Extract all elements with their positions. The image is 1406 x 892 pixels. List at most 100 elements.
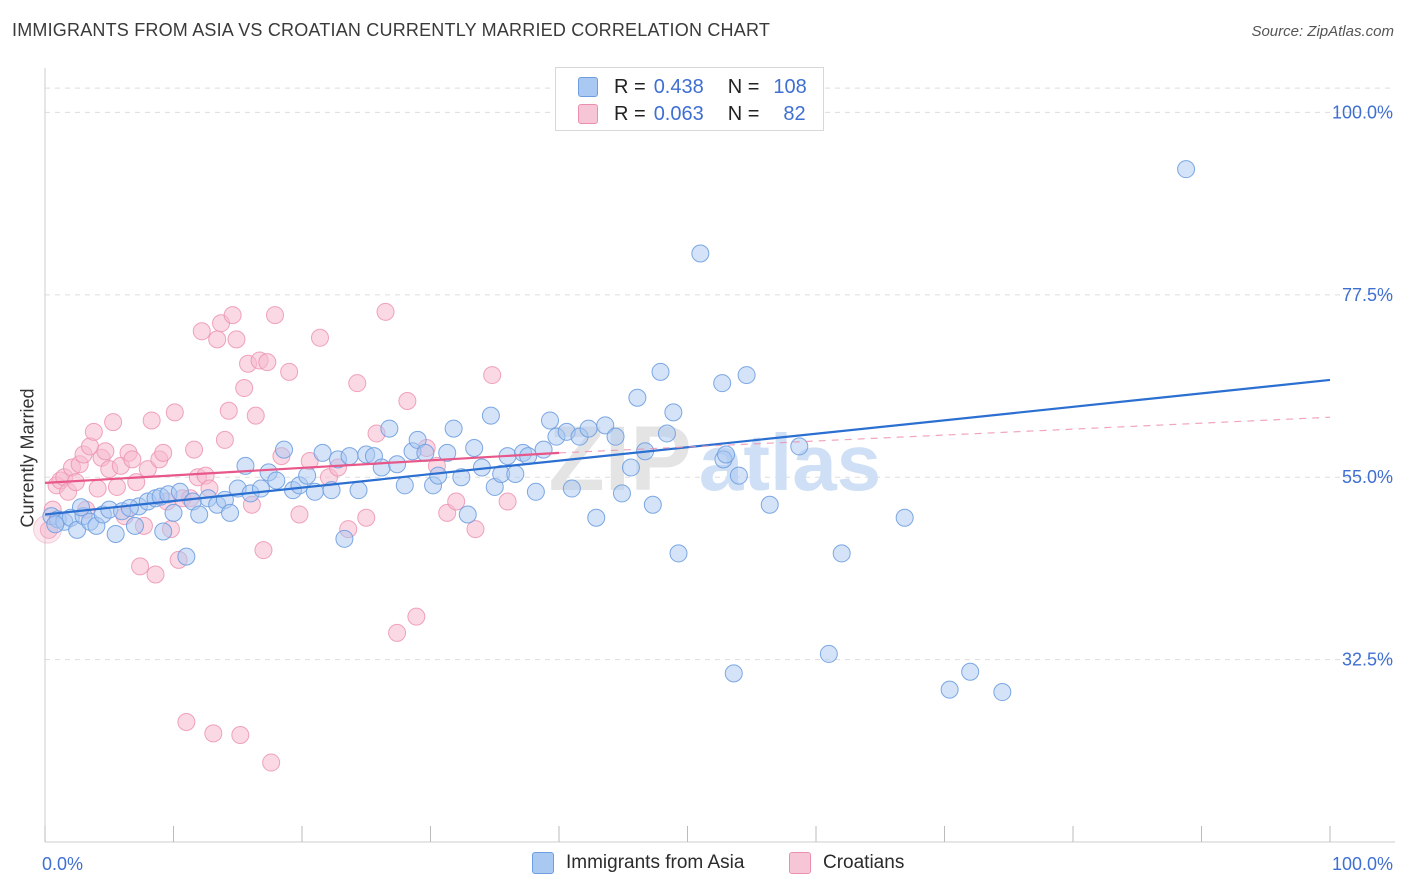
croatians-point: [227, 330, 246, 349]
asia-point: [579, 419, 598, 438]
asia-point: [724, 664, 743, 683]
asia-point: [395, 476, 414, 495]
legend-n-label: N =: [727, 102, 760, 125]
asia-point: [541, 411, 560, 430]
croatians-point: [96, 442, 115, 461]
croatians-trend-extension: [558, 416, 1331, 454]
croatians-point: [154, 443, 173, 462]
croatians-point: [398, 392, 417, 411]
asia-point: [651, 362, 670, 381]
legend-swatch-croatians-bottom: [789, 852, 811, 874]
croatians-point: [246, 406, 265, 425]
legend-n-label: N =: [727, 75, 760, 98]
x-tick-label: 0.0%: [42, 854, 83, 874]
croatians-point: [131, 557, 150, 576]
y-tick-label: 77.5%: [1342, 285, 1393, 305]
croatians-point: [204, 724, 223, 743]
legend-r-value: 0.438: [653, 75, 704, 98]
series-legend: Immigrants from Asia Croatians: [0, 852, 1406, 878]
croatians-point: [498, 492, 517, 511]
asia-point: [664, 403, 683, 422]
asia-point: [190, 505, 209, 524]
asia-point: [993, 683, 1012, 702]
legend-row-asia: R = 0.438 N = 108: [578, 74, 807, 100]
asia-point: [452, 468, 471, 487]
croatians-point: [107, 477, 126, 496]
croatians-point: [123, 450, 142, 469]
asia-point: [526, 482, 545, 501]
source-label: Source: ZipAtlas.com: [1251, 23, 1394, 40]
asia-point: [267, 471, 286, 490]
asia-point: [125, 516, 144, 535]
asia-point: [164, 503, 183, 522]
legend-n-value: 108: [773, 75, 807, 98]
asia-point: [819, 644, 838, 663]
asia-point: [621, 458, 640, 477]
asia-point: [643, 495, 662, 514]
asia-point: [612, 484, 631, 503]
asia-point: [388, 455, 407, 474]
croatians-point: [231, 725, 250, 744]
asia-point: [961, 662, 980, 681]
croatians-point: [104, 413, 123, 432]
asia-point: [465, 439, 484, 458]
tick-labels: 100.0% 77.5% 55.0% 32.5% 0.0% 100.0%: [42, 102, 1393, 874]
asia-point: [416, 443, 435, 462]
croatians-points: [33, 302, 517, 772]
asia-point: [438, 443, 457, 462]
asia-point: [481, 406, 500, 425]
croatians-point: [357, 508, 376, 527]
legend-r-label: R =: [614, 75, 646, 98]
y-tick-label: 55.0%: [1342, 467, 1393, 487]
asia-point: [790, 437, 809, 456]
asia-point: [657, 424, 676, 443]
legend-row-croatians: R = 0.063 N = 82: [578, 101, 806, 127]
asia-point: [106, 524, 125, 543]
croatians-point: [280, 362, 299, 381]
asia-point: [760, 495, 779, 514]
legend-label-asia: Immigrants from Asia: [566, 852, 745, 873]
asia-point: [71, 498, 90, 517]
croatians-point: [466, 520, 485, 539]
legend-r-label: R =: [614, 102, 646, 125]
asia-point: [154, 522, 173, 541]
croatians-point: [310, 328, 329, 347]
croatians-point: [266, 306, 285, 325]
trend-lines: [44, 378, 1331, 516]
croatians-point: [290, 505, 309, 524]
croatians-point: [208, 330, 227, 349]
croatians-point: [215, 430, 234, 449]
asia-point: [562, 479, 581, 498]
asia-point: [895, 508, 914, 527]
croatians-point: [192, 322, 211, 341]
asia-point: [628, 388, 647, 407]
legend-swatch-asia-bottom: [532, 852, 554, 874]
asia-point: [120, 499, 139, 518]
croatians-point: [483, 366, 502, 385]
asia-point: [221, 503, 240, 522]
croatians-point: [185, 440, 204, 459]
asia-point: [349, 481, 368, 500]
croatians-point: [235, 379, 254, 398]
asia-point: [596, 416, 615, 435]
asia-point: [275, 440, 294, 459]
croatians-point: [177, 713, 196, 732]
legend-item-asia: Immigrants from Asia: [532, 852, 744, 874]
asia-point: [177, 547, 196, 566]
croatians-point: [348, 374, 367, 393]
croatians-point: [447, 492, 466, 511]
asia-point: [606, 427, 625, 446]
croatians-point: [146, 565, 165, 584]
croatians-point: [165, 403, 184, 422]
legend-r-value: 0.063: [653, 102, 704, 125]
asia-point: [298, 466, 317, 485]
y-tick-label: 100.0%: [1332, 102, 1393, 122]
croatians-point: [219, 401, 238, 420]
asia-point: [669, 544, 688, 563]
asia-point: [313, 443, 332, 462]
legend-label-croatians: Croatians: [823, 852, 905, 873]
asia-point: [717, 445, 736, 464]
croatians-point: [223, 306, 242, 325]
correlation-legend: R = 0.438 N = 108 R = 0.063 N = 82: [555, 67, 824, 131]
asia-point: [46, 515, 65, 534]
